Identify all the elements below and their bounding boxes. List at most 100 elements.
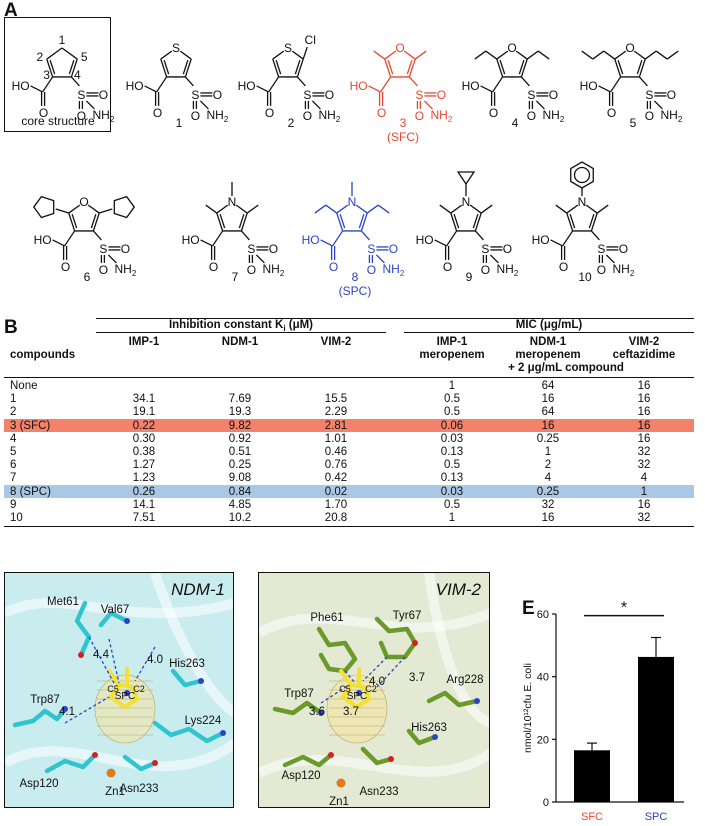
svg-text:O: O xyxy=(247,263,256,277)
svg-text:HO: HO xyxy=(34,233,52,247)
compound-abbreviation: (SPC) xyxy=(338,284,372,298)
svg-text:NH2: NH2 xyxy=(207,108,229,124)
table-cell-mic: 32 xyxy=(637,446,651,458)
svg-text:O: O xyxy=(415,109,424,123)
table-cell-ki: 0.92 xyxy=(228,432,252,445)
compound-3-structure: O HO O S O O NH2 xyxy=(338,18,468,138)
svg-text:O: O xyxy=(443,260,452,274)
significance-marker: * xyxy=(621,600,627,617)
table-cell-ki: 7.69 xyxy=(228,393,252,406)
svg-text:O: O xyxy=(549,88,558,102)
compound-9-structure: N HO O S O O NH2 xyxy=(404,171,534,292)
table-cell-ki: 0.84 xyxy=(228,485,252,498)
table-rule xyxy=(96,318,694,319)
mic-column-antibiotic: meropenem xyxy=(419,349,485,361)
svg-text:HO: HO xyxy=(416,233,434,247)
table-cell-mic: 16 xyxy=(637,393,651,406)
svg-text:O: O xyxy=(303,109,312,123)
error-bar xyxy=(587,742,597,751)
compound-number: 3 xyxy=(399,116,407,130)
sfc-row-highlight xyxy=(4,419,694,433)
table-cell-ki: 0.25 xyxy=(228,459,252,472)
table-cell-ki: 0.42 xyxy=(324,472,348,485)
svg-text:O: O xyxy=(61,260,70,274)
compound-label: 2 xyxy=(226,116,356,130)
ki-column-header: VIM-2 xyxy=(320,336,352,348)
x-category-label: SFC xyxy=(581,811,603,823)
distance-label: 3.6 xyxy=(309,706,325,718)
svg-text:HO: HO xyxy=(126,79,144,93)
svg-text:S: S xyxy=(247,242,255,256)
svg-text:O: O xyxy=(209,260,218,274)
table-cell-mic: 0.5 xyxy=(444,498,460,511)
table-cell-mic: 0.03 xyxy=(440,432,464,445)
svg-text:O: O xyxy=(645,109,654,123)
svg-text:S: S xyxy=(99,242,107,256)
svg-text:4: 4 xyxy=(74,68,81,82)
structure-title: VIM-2 xyxy=(436,580,482,599)
panel-c-ndm1-structure: NDM-1 Met61 Val67 Trp87 His263 Lys224 Asp120 As… xyxy=(4,572,234,808)
svg-text:HO: HO xyxy=(12,79,30,93)
svg-text:O: O xyxy=(269,242,278,256)
svg-text:S: S xyxy=(597,242,605,256)
svg-text:S: S xyxy=(77,88,85,102)
svg-text:NH2: NH2 xyxy=(497,262,519,278)
svg-text:O: O xyxy=(389,242,398,256)
table-cell-mic: 32 xyxy=(637,512,651,524)
svg-text:N: N xyxy=(228,195,237,209)
atom-label: C2 xyxy=(133,684,145,694)
svg-text:S: S xyxy=(284,41,292,55)
svg-text:O: O xyxy=(77,109,86,123)
svg-text:O: O xyxy=(79,195,88,209)
compound-number: 4 xyxy=(511,116,519,130)
table-row-compound: 5 xyxy=(10,446,17,458)
y-axis-label: nmol/10¹²cfu E. coli xyxy=(522,663,534,753)
table-cell-ki: 10.2 xyxy=(228,512,252,524)
table-row-compound: 4 xyxy=(10,432,17,445)
compound-label: 9 xyxy=(404,270,534,284)
table-cell-ki: 9.08 xyxy=(228,472,252,485)
svg-text:HO: HO xyxy=(182,233,200,247)
table-row-compound: 6 xyxy=(10,459,17,472)
svg-text:O: O xyxy=(191,109,200,123)
table-cell-mic: 16 xyxy=(637,498,651,511)
panel-letter-b: B xyxy=(4,317,18,338)
ki-group-header: Inhibition constant Ki (μM) xyxy=(96,319,386,335)
svg-text:NH2: NH2 xyxy=(93,108,115,124)
compound-abbreviation: (SFC) xyxy=(387,130,419,144)
svg-text:3: 3 xyxy=(43,68,50,82)
svg-text:O: O xyxy=(437,88,446,102)
residue-label: Trp87 xyxy=(284,688,314,700)
residue-label: Lys224 xyxy=(185,715,222,727)
table-cell-ki: 4.85 xyxy=(228,498,252,511)
svg-text:O: O xyxy=(527,109,536,123)
table-cell-ki: 20.8 xyxy=(324,512,348,524)
panel-letter-a: A xyxy=(4,0,18,21)
atom-label: C5 xyxy=(339,684,351,694)
table-cell-mic: 1 xyxy=(544,446,552,458)
table-cell-ki: 0.51 xyxy=(228,446,252,458)
residue-label: Asp120 xyxy=(281,770,320,782)
svg-text:NH2: NH2 xyxy=(431,108,453,124)
ki-group-subscript: i xyxy=(283,324,286,334)
compound-number: 2 xyxy=(287,116,295,130)
table-cell-ki: 0.46 xyxy=(324,446,348,458)
atom-label: C2 xyxy=(365,684,377,694)
bar-sfc xyxy=(574,750,610,802)
svg-text:NH2: NH2 xyxy=(613,262,635,278)
table-cell-mic: 2 xyxy=(544,459,552,472)
compound-number: 8 xyxy=(351,270,359,284)
compound-4-structure: O HO O S O O NH2 xyxy=(450,18,580,138)
svg-text:S: S xyxy=(527,88,535,102)
table-rule xyxy=(4,377,694,378)
svg-text:O: O xyxy=(507,41,516,55)
table-cell-ki: 9.82 xyxy=(228,419,252,432)
compound-number: 9 xyxy=(465,270,473,284)
svg-text:NH2: NH2 xyxy=(115,262,137,278)
svg-text:HO: HO xyxy=(302,233,320,247)
compound-number: 1 xyxy=(175,116,183,130)
svg-text:O: O xyxy=(667,88,676,102)
table-cell-ki: 19.1 xyxy=(132,406,156,419)
residue-label: Asn233 xyxy=(359,786,398,798)
distance-label: 4.4 xyxy=(93,649,110,661)
